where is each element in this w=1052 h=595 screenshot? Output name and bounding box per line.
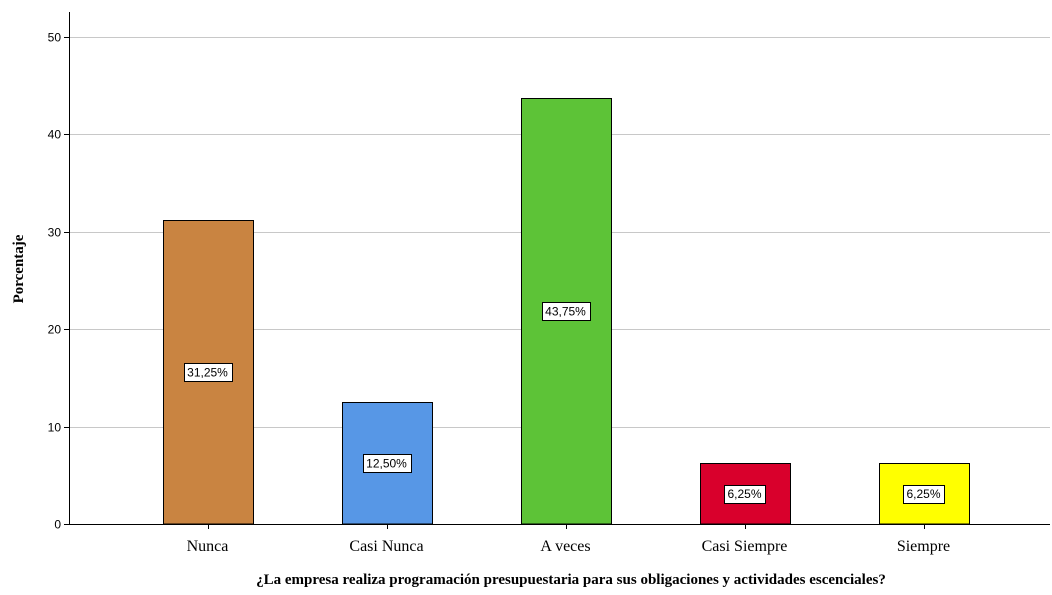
data-label-box <box>542 302 591 321</box>
data-label-box <box>184 363 233 382</box>
x-tick-label: Nunca <box>187 538 229 555</box>
y-tick-label: 30 <box>48 226 62 240</box>
y-tick-label: 40 <box>48 128 62 142</box>
data-label-box <box>724 485 766 504</box>
data-label-box <box>903 485 945 504</box>
x-tick-label: Siempre <box>897 538 950 555</box>
data-label: 6,25% <box>906 487 940 501</box>
y-tick-label: 10 <box>48 421 62 435</box>
data-label: 31,25% <box>187 365 228 379</box>
data-label: 43,75% <box>545 304 586 318</box>
x-tick-label: Casi Siempre <box>702 538 788 555</box>
y-tick-label: 0 <box>54 518 61 532</box>
y-tick-label: 50 <box>48 31 62 45</box>
data-label: 12,50% <box>366 457 407 471</box>
y-tick-label: 20 <box>48 323 62 337</box>
data-label: 6,25% <box>727 487 761 501</box>
x-axis-title: ¿La empresa realiza programación presupu… <box>256 572 886 588</box>
x-tick-label: Casi Nunca <box>349 538 423 555</box>
y-axis-title: Porcentaje <box>11 234 27 303</box>
data-label-box <box>363 454 412 473</box>
x-tick-label: A veces <box>540 538 590 555</box>
data-labels: 31,25% 12,50% 43,75% 6,25% 6,25% <box>184 302 945 504</box>
